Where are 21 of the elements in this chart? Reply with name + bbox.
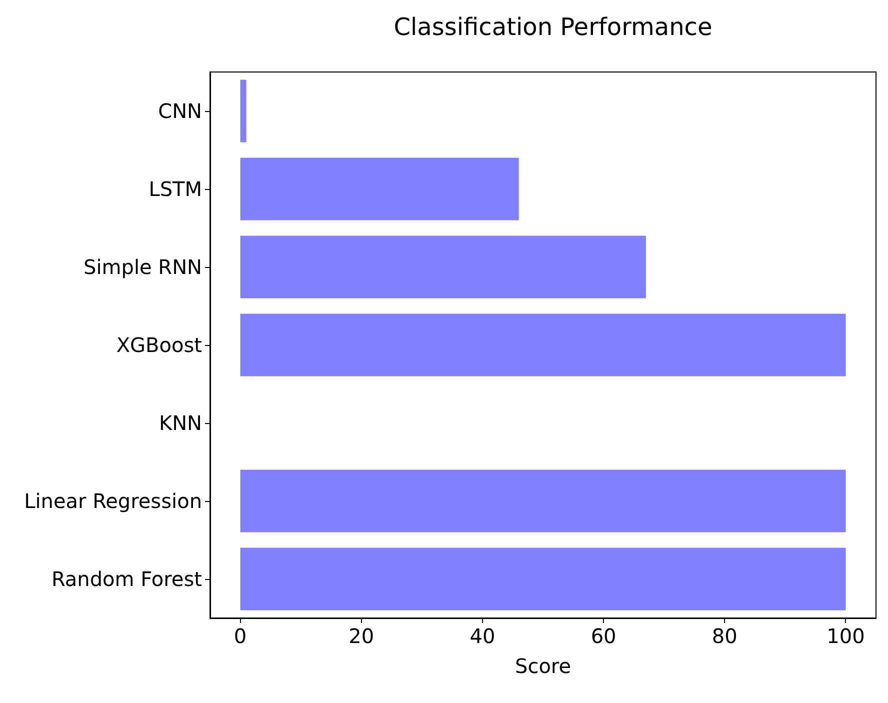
y-tick-label: CNN — [158, 99, 202, 123]
x-tick-label: 40 — [470, 624, 496, 648]
x-axis-title: Score — [514, 654, 572, 678]
bar — [240, 80, 246, 142]
bar — [240, 236, 646, 298]
x-tick-label: 100 — [826, 624, 865, 648]
chart-title: Classification Performance — [394, 13, 712, 41]
bar — [240, 158, 519, 220]
y-tick-label: Linear Regression — [24, 489, 202, 513]
y-tick-label: Random Forest — [51, 567, 202, 591]
x-tick-label: 0 — [234, 624, 247, 648]
y-tick-label: KNN — [158, 411, 202, 435]
bar — [240, 548, 846, 610]
bar — [240, 314, 846, 376]
y-tick-label: XGBoost — [116, 333, 202, 357]
bar — [240, 470, 846, 532]
x-tick-label: 20 — [348, 624, 374, 648]
x-tick-label: 80 — [712, 624, 738, 648]
y-tick-label: LSTM — [148, 177, 202, 201]
y-tick-label: Simple RNN — [84, 255, 202, 279]
x-tick-label: 60 — [590, 624, 616, 648]
